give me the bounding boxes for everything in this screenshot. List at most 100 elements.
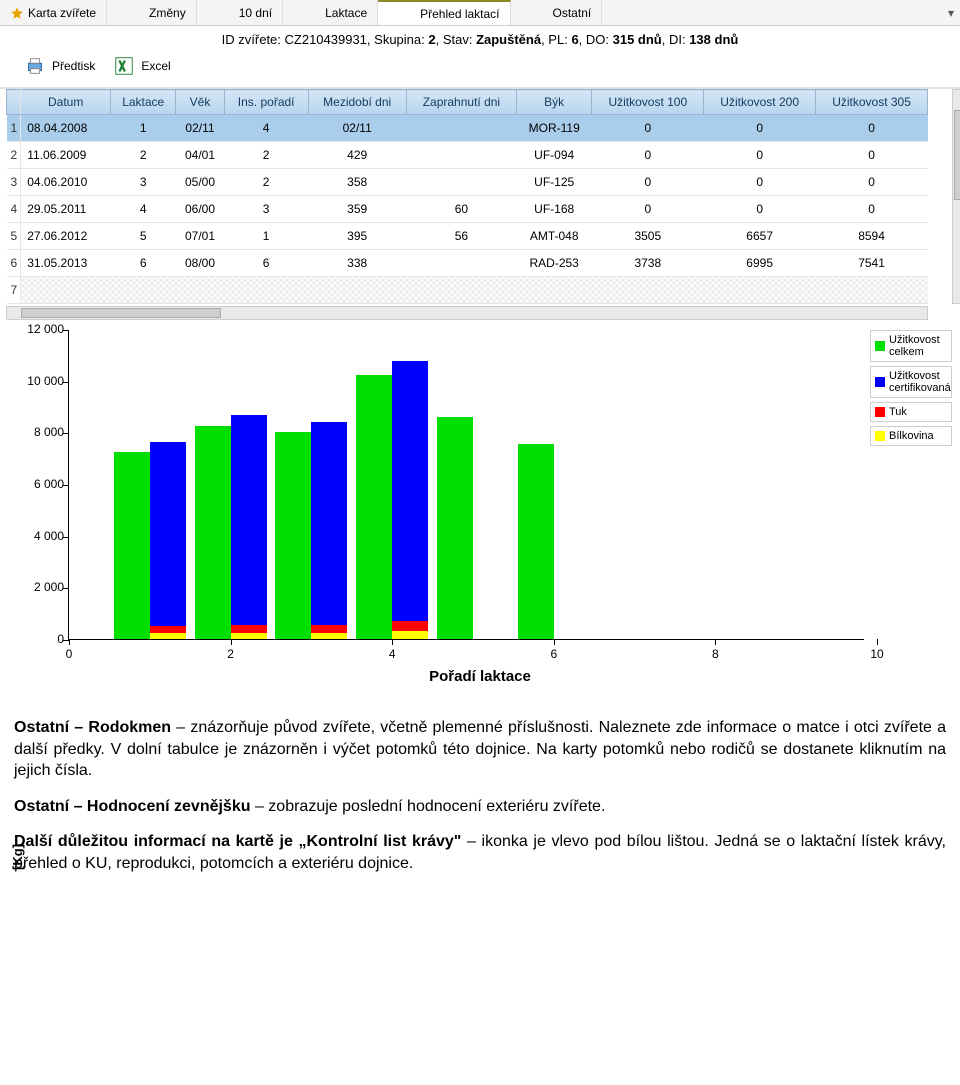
table-cell: UF-125 — [516, 169, 591, 196]
column-header[interactable]: Mezidobí dni — [308, 90, 406, 115]
chart-y-label: 2 000 — [14, 580, 64, 594]
table-cell: AMT-048 — [516, 223, 591, 250]
legend-label: Tuk — [889, 406, 907, 418]
table-cell: 6657 — [704, 223, 816, 250]
table-cell: 3738 — [592, 250, 704, 277]
chart-bar-tuk — [311, 625, 347, 633]
chart-x-label: 4 — [389, 647, 396, 661]
tab-bar: Karta zvířeteZměny 10 dní LaktacePřehled l… — [0, 0, 960, 26]
lactation-table: DatumLaktaceVěkIns. pořadíMezidobí dniZa… — [6, 89, 928, 304]
table-cell: 0 — [592, 115, 704, 142]
chart-bar-celkem — [114, 452, 150, 639]
chart-x-tick — [715, 639, 716, 645]
table-cell: 60 — [406, 196, 516, 223]
chart-y-label: 4 000 — [14, 529, 64, 543]
column-header[interactable]: Laktace — [111, 90, 176, 115]
table-cell: 2 — [224, 169, 308, 196]
column-header[interactable]: Věk — [176, 90, 225, 115]
row-number: 6 — [7, 250, 21, 277]
table-cell: 3 — [111, 169, 176, 196]
column-header[interactable]: Býk — [516, 90, 591, 115]
table-cell: 04/01 — [176, 142, 225, 169]
chart-y-label: 6 000 — [14, 477, 64, 491]
table-cell-empty — [21, 277, 928, 304]
table-cell: 5 — [111, 223, 176, 250]
chart-x-tick — [231, 639, 232, 645]
table-cell: 358 — [308, 169, 406, 196]
row-number: 1 — [7, 115, 21, 142]
row-number-header — [7, 90, 21, 115]
lactation-bar-chart: 0246810 — [68, 330, 864, 640]
chart-bar-celkem — [356, 375, 392, 639]
info-pl-label: , PL: — [541, 32, 571, 47]
info-id: CZ210439931 — [285, 32, 367, 47]
table-cell — [406, 142, 516, 169]
table-cell: 0 — [704, 196, 816, 223]
document-icon — [207, 0, 235, 27]
chart-bar-cert — [150, 442, 186, 626]
column-header[interactable]: Datum — [21, 90, 111, 115]
table-cell: 1 — [224, 223, 308, 250]
table-vertical-scrollbar[interactable] — [952, 89, 960, 304]
table-cell: 02/11 — [176, 115, 225, 142]
table-cell: 429 — [308, 142, 406, 169]
excel-export-button[interactable]: Excel — [113, 55, 170, 77]
tab-přehled-laktací[interactable]: Přehled laktací — [378, 0, 510, 25]
chart-legend: Užitkovost celkemUžitkovost certifikovan… — [870, 330, 952, 640]
table-cell: 04.06.2010 — [21, 169, 111, 196]
info-di: 138 dnů — [689, 32, 738, 47]
column-header[interactable]: Zaprahnutí dni — [406, 90, 516, 115]
column-header[interactable]: Užitkovost 100 — [592, 90, 704, 115]
table-cell: 395 — [308, 223, 406, 250]
star-icon — [10, 6, 24, 20]
table-row[interactable]: 429.05.2011406/00335960UF-168000 — [7, 196, 928, 223]
table-cell: 06/00 — [176, 196, 225, 223]
tab-label: 10 dní — [239, 6, 272, 20]
tab-karta-zvířete[interactable]: Karta zvířete — [0, 0, 107, 25]
tabs-overflow-button[interactable]: ▾ — [942, 0, 960, 25]
legend-label: Užitkovost celkem — [889, 334, 947, 358]
table-cell — [406, 169, 516, 196]
table-cell: 0 — [592, 169, 704, 196]
tab-laktace[interactable]: Laktace — [283, 0, 378, 25]
info-id-label: ID zvířete: — [222, 32, 285, 47]
table-row[interactable]: 211.06.2009204/012429UF-094000 — [7, 142, 928, 169]
chart-y-label: 8 000 — [14, 425, 64, 439]
chart-bar-bilk — [311, 633, 347, 639]
column-header[interactable]: Ins. pořadí — [224, 90, 308, 115]
scrollbar-thumb[interactable] — [21, 308, 221, 318]
tab-změny[interactable]: Změny — [107, 0, 197, 25]
print-preview-button[interactable]: Předtisk — [24, 55, 95, 77]
table-cell: 0 — [704, 115, 816, 142]
table-row[interactable]: 108.04.2008102/11402/11MOR-119000 — [7, 115, 928, 142]
doc-p2-body: – zobrazuje poslední hodnocení exteriéru… — [251, 798, 606, 815]
table-row[interactable]: 304.06.2010305/002358UF-125000 — [7, 169, 928, 196]
tab-ostatní[interactable]: Ostatní — [511, 0, 603, 25]
chart-bar-cert — [392, 361, 428, 621]
table-cell: 2 — [224, 142, 308, 169]
info-do-label: , DO: — [579, 32, 613, 47]
table-cell: 3 — [224, 196, 308, 223]
info-state-label: , Stav: — [436, 32, 476, 47]
table-horizontal-scrollbar[interactable] — [6, 306, 928, 320]
column-header[interactable]: Užitkovost 200 — [704, 90, 816, 115]
row-number: 2 — [7, 142, 21, 169]
chart-y-label: 0 — [14, 632, 64, 646]
tab-label: Ostatní — [553, 6, 592, 20]
table-cell: UF-168 — [516, 196, 591, 223]
table-cell: MOR-119 — [516, 115, 591, 142]
chart-x-label: 2 — [227, 647, 234, 661]
info-group: 2 — [428, 32, 435, 47]
table-row[interactable]: 631.05.2013608/006338RAD-253373869957541 — [7, 250, 928, 277]
document-icon — [293, 0, 321, 27]
chart-bar-tuk — [150, 626, 186, 633]
legend-label: Bílkovina — [889, 430, 934, 442]
table-row[interactable]: 527.06.2012507/01139556AMT-0483505665785… — [7, 223, 928, 250]
column-header[interactable]: Užitkovost 305 — [816, 90, 928, 115]
chart-x-label: 0 — [66, 647, 73, 661]
scrollbar-thumb[interactable] — [954, 110, 960, 200]
tab-10-dní[interactable]: 10 dní — [197, 0, 283, 25]
table-cell: 08.04.2008 — [21, 115, 111, 142]
chart-y-label: 10 000 — [14, 374, 64, 388]
info-group-label: , Skupina: — [367, 32, 428, 47]
